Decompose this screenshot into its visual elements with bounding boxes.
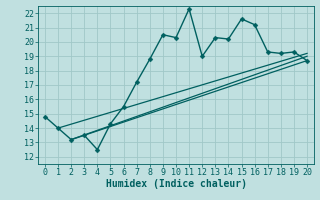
X-axis label: Humidex (Indice chaleur): Humidex (Indice chaleur) [106, 179, 246, 189]
